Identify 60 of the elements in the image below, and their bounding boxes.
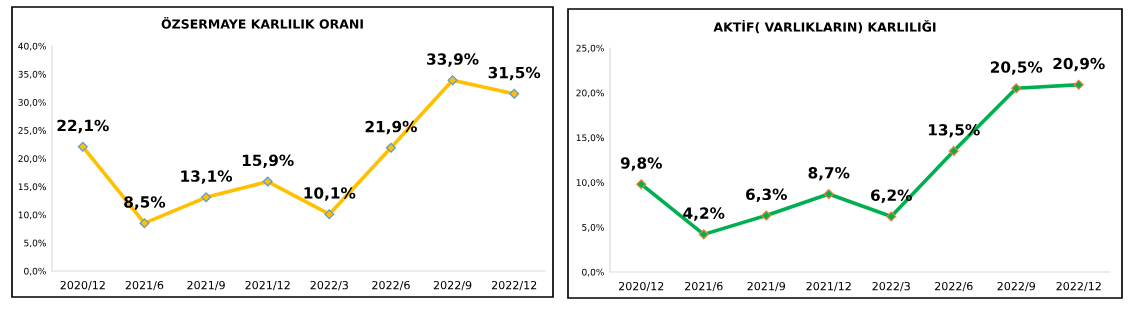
y-tick-label: 0,0% (582, 268, 604, 277)
x-tick-label: 2020/12 (618, 281, 664, 292)
x-tick-label: 2022/9 (433, 280, 472, 291)
y-tick-label: 10,0% (18, 211, 46, 220)
data-label: 22,1% (57, 119, 109, 134)
y-tick-label: 0,0% (24, 267, 46, 276)
data-label: 31,5% (488, 66, 541, 81)
x-tick-label: 2022/6 (372, 280, 410, 291)
x-tick-label: 2021/9 (187, 280, 225, 291)
point (385, 142, 396, 153)
point (636, 179, 647, 190)
data-label: 9,8% (620, 157, 662, 171)
data-label: 8,7% (808, 167, 850, 181)
y-tick-label: 5,0% (24, 239, 46, 248)
y-tick-label: 35,0% (18, 70, 46, 79)
y-tick-label: 40,0% (18, 42, 46, 51)
y-tick-label: 25,0% (576, 44, 604, 53)
data-label: 6,3% (746, 188, 787, 203)
data-label: 15,9% (242, 154, 294, 169)
data-label: 20,9% (1053, 57, 1105, 72)
y-tick-label: 20,0% (18, 155, 46, 163)
y-tick-label: 30,0% (18, 98, 46, 107)
x-tick-label: 2022/6 (935, 281, 973, 292)
point (948, 145, 959, 157)
x-tick-label: 2021/9 (747, 281, 786, 292)
point (447, 75, 458, 86)
y-tick-label: 10,0% (576, 179, 604, 187)
y-tick-label: 5,0% (582, 223, 604, 232)
x-tick-label: 2022/12 (1056, 281, 1101, 292)
x-tick-label: 2022/9 (997, 281, 1036, 292)
data-label: 13,1% (181, 170, 233, 184)
chart-title: ÖZSERMAYE KARLILIK ORANI (161, 16, 363, 29)
y-tick-label: 25,0% (18, 127, 46, 135)
point (886, 211, 897, 222)
point (262, 176, 273, 187)
x-tick-label: 2020/12 (60, 280, 105, 291)
point (139, 218, 150, 229)
x-tick-label: 2022/12 (491, 280, 537, 291)
point (77, 141, 88, 152)
point (509, 88, 520, 99)
chart-title: AKTİF( VARLIKLARIN) KARLILIĞI (713, 20, 936, 34)
point (698, 229, 709, 240)
x-tick-label: 2021/6 (125, 280, 164, 291)
y-tick-label: 20,0% (576, 89, 604, 98)
y-tick-label: 15,0% (576, 134, 604, 143)
point (201, 192, 212, 203)
x-tick-label: 2022/3 (310, 280, 348, 291)
data-label: 4,2% (683, 207, 725, 221)
point (1011, 83, 1022, 94)
data-label: 20,5% (990, 61, 1043, 75)
x-tick-label: 2021/6 (685, 281, 723, 292)
x-tick-label: 2022/3 (872, 281, 910, 292)
x-tick-label: 2021/12 (806, 281, 851, 292)
point (823, 189, 834, 200)
data-label: 33,9% (427, 53, 479, 67)
point (324, 209, 335, 220)
y-tick-label: 15,0% (18, 183, 46, 192)
point (761, 210, 772, 221)
point (1073, 79, 1084, 90)
x-tick-label: 2021/12 (245, 280, 290, 291)
